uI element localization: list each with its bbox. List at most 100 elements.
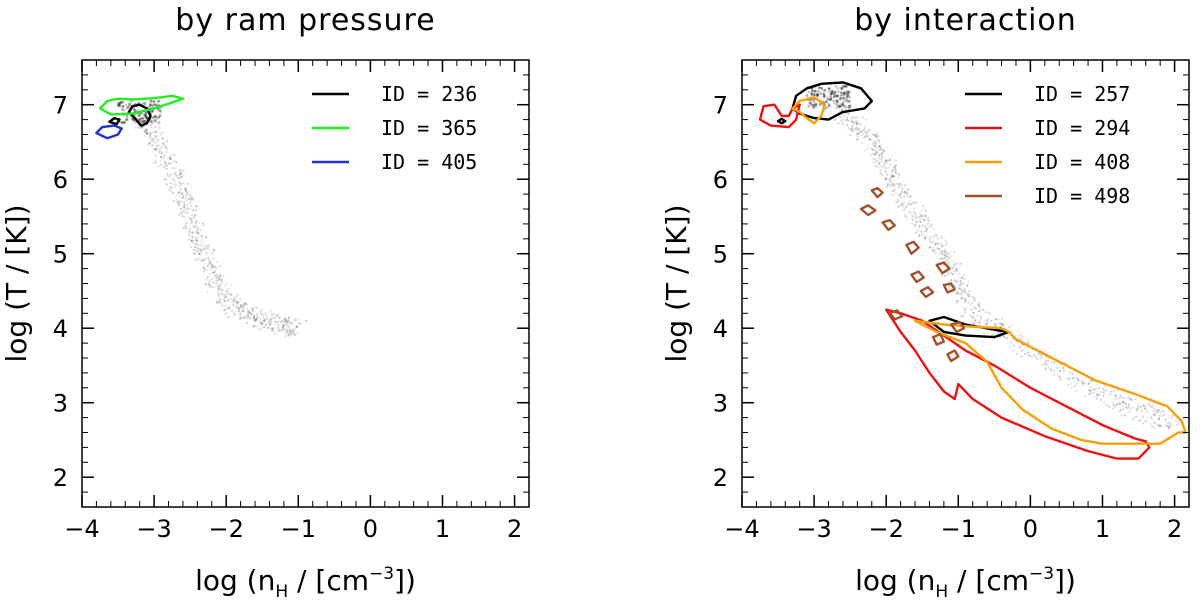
density-point <box>920 215 923 218</box>
density-point <box>961 276 964 279</box>
density-point <box>232 311 235 314</box>
density-point <box>851 126 854 129</box>
density-point <box>838 104 842 108</box>
density-point <box>827 102 831 106</box>
density-point <box>918 212 922 215</box>
density-point <box>893 188 896 191</box>
density-point <box>985 321 988 325</box>
density-point <box>188 193 191 196</box>
density-point <box>162 137 165 140</box>
density-point <box>159 155 162 159</box>
contour-line <box>919 286 935 299</box>
density-point <box>191 236 194 239</box>
density-point <box>880 165 883 168</box>
density-point <box>847 112 850 115</box>
density-point <box>198 252 201 255</box>
density-point <box>908 195 912 199</box>
density-point <box>850 127 854 130</box>
density-point <box>1119 408 1123 412</box>
density-point <box>252 318 255 322</box>
density-point <box>963 308 967 311</box>
density-point <box>833 90 837 94</box>
density-point <box>1105 404 1108 407</box>
density-point <box>230 309 233 313</box>
density-point <box>974 319 977 322</box>
density-point <box>834 90 838 94</box>
density-point <box>164 146 168 150</box>
density-point <box>812 93 816 97</box>
density-point <box>1076 378 1080 381</box>
density-point <box>904 205 908 208</box>
density-point <box>282 320 285 324</box>
density-point <box>240 304 243 307</box>
density-point <box>224 293 227 297</box>
density-point <box>1174 419 1177 422</box>
density-point <box>915 216 918 219</box>
density-point <box>853 122 856 125</box>
density-point <box>850 129 853 132</box>
density-point <box>972 322 975 325</box>
density-point <box>220 278 224 282</box>
density-point <box>246 303 249 306</box>
density-point <box>924 224 927 228</box>
density-point <box>180 176 183 179</box>
density-point <box>1089 389 1092 392</box>
density-point <box>203 272 206 275</box>
density-point <box>938 247 941 250</box>
density-point <box>888 185 892 188</box>
density-point <box>1102 391 1105 394</box>
density-point <box>178 173 181 176</box>
density-point <box>974 319 977 322</box>
density-point <box>991 332 994 336</box>
density-point <box>944 250 948 254</box>
density-point <box>161 131 164 134</box>
density-point <box>218 298 221 301</box>
density-point <box>170 187 173 190</box>
density-point <box>118 102 122 105</box>
density-point <box>143 130 147 134</box>
density-point <box>978 322 982 325</box>
density-point <box>882 165 885 168</box>
density-point <box>827 114 830 117</box>
density-point <box>155 117 159 121</box>
density-point <box>294 319 297 323</box>
density-point <box>910 222 914 225</box>
density-point <box>997 318 1001 321</box>
density-point <box>145 131 149 134</box>
density-point <box>877 166 880 169</box>
density-point <box>171 182 175 185</box>
density-point <box>894 159 897 162</box>
density-point <box>1019 337 1023 340</box>
density-point <box>871 157 874 160</box>
density-point <box>149 124 152 127</box>
density-point <box>243 316 246 319</box>
density-point <box>1139 406 1142 409</box>
density-point <box>262 320 265 323</box>
density-point <box>884 159 887 162</box>
density-point <box>1115 394 1118 397</box>
density-point <box>954 262 957 266</box>
density-point <box>216 275 219 278</box>
density-point <box>841 118 844 121</box>
density-point <box>874 144 877 147</box>
density-point <box>179 208 183 211</box>
density-point <box>938 257 942 260</box>
density-point <box>946 258 949 261</box>
density-point <box>151 103 154 107</box>
contour-line <box>95 124 123 140</box>
x-tick-label: −4 <box>64 515 99 543</box>
density-point <box>255 318 258 321</box>
density-point <box>137 126 140 129</box>
density-point <box>276 314 279 317</box>
density-point <box>208 261 212 265</box>
density-point <box>877 149 880 152</box>
density-point <box>249 311 252 314</box>
density-point <box>970 321 973 324</box>
density-point <box>846 99 849 103</box>
density-point <box>856 138 859 141</box>
density-point <box>876 134 880 137</box>
density-point <box>892 190 895 193</box>
density-point <box>1151 405 1154 408</box>
density-point <box>188 222 191 226</box>
density-point <box>248 311 251 314</box>
